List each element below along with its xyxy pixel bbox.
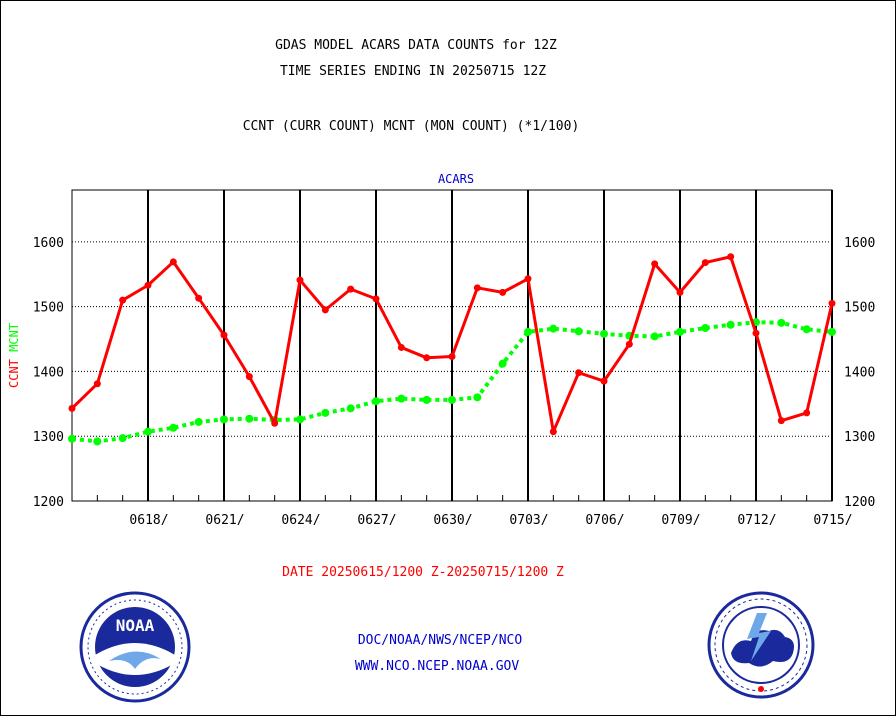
data-point-mcnt	[68, 434, 76, 443]
data-point-mcnt	[726, 320, 735, 329]
data-point-mcnt	[498, 359, 507, 368]
x-tick-label: 0712/	[737, 513, 776, 528]
data-point-mcnt	[422, 395, 431, 404]
data-point-mcnt	[397, 394, 406, 403]
data-point-mcnt	[650, 332, 659, 341]
data-point-mcnt	[245, 414, 254, 423]
data-point-mcnt	[777, 318, 786, 327]
data-point-mcnt	[524, 327, 532, 336]
data-point-ccnt	[575, 369, 583, 377]
y-tick-label-left: 1400	[33, 365, 64, 380]
data-point-mcnt	[144, 427, 152, 436]
x-tick-label: 0703/	[509, 513, 548, 528]
data-point-ccnt	[752, 329, 760, 337]
data-point-mcnt	[321, 408, 330, 417]
data-point-ccnt	[524, 275, 532, 283]
footer-url: WWW.NCO.NCEP.NOAA.GOV	[354, 659, 520, 674]
data-point-ccnt	[828, 299, 836, 307]
y-tick-label-right: 1500	[844, 301, 875, 316]
y-tick-label-right: 1200	[844, 495, 875, 510]
x-tick-label: 0621/	[205, 513, 244, 528]
y-tick-label-left: 1300	[33, 430, 64, 445]
data-point-mcnt	[372, 397, 380, 406]
data-point-ccnt	[701, 259, 709, 267]
data-point-ccnt	[321, 306, 329, 314]
data-point-ccnt	[448, 353, 456, 361]
x-tick-label: 0624/	[281, 513, 320, 528]
data-point-ccnt	[372, 295, 380, 303]
data-point-ccnt	[169, 258, 177, 266]
data-point-mcnt	[448, 395, 456, 404]
data-point-ccnt	[625, 340, 633, 348]
data-point-mcnt	[600, 329, 608, 338]
data-point-ccnt	[499, 288, 507, 296]
data-point-mcnt	[296, 415, 304, 424]
data-point-ccnt	[296, 276, 304, 284]
y-tick-label-right: 1400	[844, 365, 875, 380]
y-tick-label-right: 1600	[844, 236, 875, 251]
data-point-ccnt	[68, 404, 76, 412]
data-point-mcnt	[473, 393, 482, 402]
date-range-label: DATE 20250615/1200 Z-20250715/1200 Z	[282, 565, 564, 580]
data-point-ccnt	[676, 288, 684, 296]
y-axis-label: CCNT MCNT	[7, 323, 21, 388]
chart-subtitle: CCNT (CURR COUNT) MCNT (MON COUNT) (*1/1…	[242, 119, 580, 134]
x-tick-label: 0618/	[129, 513, 168, 528]
data-point-mcnt	[574, 327, 583, 336]
plot-title: ACARS	[438, 172, 474, 186]
x-tick-label: 0706/	[585, 513, 624, 528]
data-point-mcnt	[701, 324, 710, 333]
data-point-ccnt	[347, 285, 355, 293]
noaa-logo: NOAA	[79, 591, 191, 703]
x-tick-label: 0715/	[813, 513, 852, 528]
data-point-ccnt	[803, 409, 811, 417]
data-point-ccnt	[777, 417, 785, 425]
x-tick-label: 0709/	[661, 513, 700, 528]
data-point-ccnt	[423, 354, 431, 362]
data-point-mcnt	[118, 434, 127, 443]
data-point-mcnt	[549, 324, 558, 333]
nws-logo	[707, 591, 815, 699]
y-tick-label-right: 1300	[844, 430, 875, 445]
data-point-mcnt	[828, 327, 836, 336]
chart-title-line2: TIME SERIES ENDING IN 20250715 12Z	[279, 64, 547, 79]
svg-text:NOAA: NOAA	[116, 616, 155, 635]
data-point-ccnt	[549, 428, 557, 436]
data-point-mcnt	[676, 327, 684, 336]
x-tick-label: 0627/	[357, 513, 396, 528]
y-tick-label-left: 1200	[33, 495, 64, 510]
y-axis-label-ccnt: CCNT	[7, 352, 21, 388]
acars-chart: 1200 1200 1300 1300 1400 1400 1500 1500 1600 1600…	[7, 172, 875, 528]
y-tick-label-left: 1500	[33, 301, 64, 316]
data-point-mcnt	[194, 417, 203, 426]
data-point-ccnt	[397, 343, 405, 351]
y-axis-label-mcnt: MCNT	[7, 323, 21, 352]
data-point-mcnt	[169, 423, 178, 432]
data-point-ccnt	[220, 331, 228, 339]
footer-org: DOC/NOAA/NWS/NCEP/NCO	[357, 633, 523, 648]
y-tick-label-left: 1600	[33, 236, 64, 251]
chart-title-line1: GDAS MODEL ACARS DATA COUNTS for 12Z	[275, 38, 557, 53]
data-point-ccnt	[473, 284, 481, 292]
data-point-ccnt	[271, 419, 279, 427]
data-point-ccnt	[727, 253, 735, 261]
data-point-mcnt	[93, 437, 102, 446]
data-point-ccnt	[600, 377, 608, 385]
x-tick-label: 0630/	[433, 513, 472, 528]
data-point-ccnt	[651, 260, 659, 268]
data-point-ccnt	[119, 296, 127, 304]
data-point-ccnt	[245, 373, 253, 381]
data-point-ccnt	[195, 294, 203, 302]
data-point-ccnt	[144, 281, 152, 289]
data-point-mcnt	[802, 325, 811, 334]
data-point-ccnt	[93, 380, 101, 388]
data-point-mcnt	[346, 404, 355, 413]
data-point-mcnt	[220, 415, 228, 424]
